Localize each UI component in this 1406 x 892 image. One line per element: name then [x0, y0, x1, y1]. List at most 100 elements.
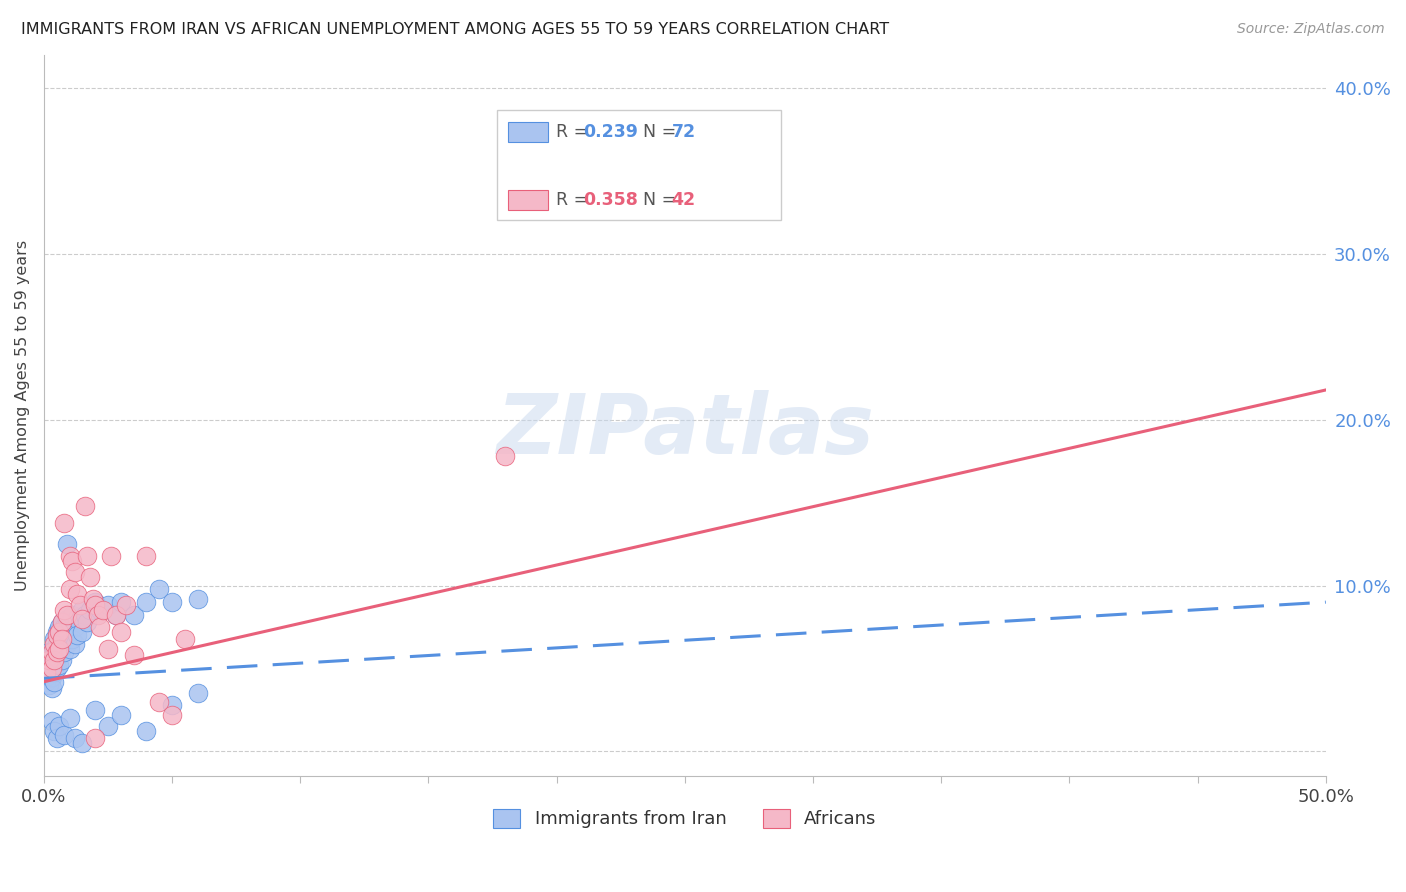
Point — [48, 658, 70, 673]
Point — [91, 603, 114, 617]
Point — [51, 628, 73, 642]
Point — [41, 681, 63, 696]
Point — [45, 645, 67, 659]
Point — [38, 645, 60, 659]
Point — [104, 608, 127, 623]
Point — [38, 678, 60, 692]
Point — [63, 731, 86, 745]
Point — [53, 516, 76, 530]
Point — [122, 608, 145, 623]
Text: 0.239: 0.239 — [583, 123, 638, 141]
Point — [58, 615, 80, 629]
Point — [35, 674, 58, 689]
Point — [187, 591, 209, 606]
Point — [56, 612, 79, 626]
Point — [72, 603, 94, 617]
Point — [160, 698, 183, 712]
Point — [35, 661, 58, 675]
Point — [45, 636, 67, 650]
Point — [79, 603, 101, 617]
Point — [60, 554, 83, 568]
Point — [41, 661, 63, 675]
Point — [58, 549, 80, 563]
Point — [51, 653, 73, 667]
Point — [122, 648, 145, 663]
Point — [41, 648, 63, 663]
Point — [135, 549, 157, 563]
Point — [58, 711, 80, 725]
Point — [135, 595, 157, 609]
Text: R =: R = — [557, 123, 593, 141]
Point — [48, 641, 70, 656]
Point — [41, 670, 63, 684]
Point — [148, 695, 170, 709]
Point — [87, 608, 110, 623]
Point — [48, 645, 70, 659]
Point — [38, 653, 60, 667]
Point — [97, 641, 120, 656]
Point — [41, 645, 63, 659]
Point — [97, 719, 120, 733]
Point — [72, 624, 94, 639]
Point — [51, 615, 73, 629]
Point — [63, 566, 86, 580]
Text: IMMIGRANTS FROM IRAN VS AFRICAN UNEMPLOYMENT AMONG AGES 55 TO 59 YEARS CORRELATI: IMMIGRANTS FROM IRAN VS AFRICAN UNEMPLOY… — [21, 22, 889, 37]
Point — [41, 714, 63, 729]
Point — [56, 608, 79, 623]
Point — [45, 661, 67, 675]
Point — [41, 658, 63, 673]
Point — [44, 665, 66, 679]
Text: ZIPatlas: ZIPatlas — [496, 390, 873, 471]
Point — [53, 645, 76, 659]
Legend: Immigrants from Iran, Africans: Immigrants from Iran, Africans — [486, 802, 884, 836]
Point — [51, 641, 73, 656]
Point — [35, 670, 58, 684]
Point — [110, 624, 132, 639]
Point — [63, 620, 86, 634]
Point — [73, 499, 96, 513]
Point — [35, 665, 58, 679]
Text: R =: R = — [557, 191, 593, 209]
Point — [48, 719, 70, 733]
Point — [174, 632, 197, 646]
Point — [494, 450, 516, 464]
Point — [45, 648, 67, 663]
Point — [187, 686, 209, 700]
Point — [135, 724, 157, 739]
Text: 0.358: 0.358 — [583, 191, 638, 209]
Point — [45, 731, 67, 745]
Text: Source: ZipAtlas.com: Source: ZipAtlas.com — [1237, 22, 1385, 37]
Point — [79, 570, 101, 584]
Point — [53, 728, 76, 742]
Point — [56, 537, 79, 551]
Point — [58, 641, 80, 656]
Point — [56, 636, 79, 650]
Point — [72, 612, 94, 626]
Text: 42: 42 — [672, 191, 696, 209]
Point — [66, 628, 89, 642]
Point — [110, 707, 132, 722]
Point — [58, 582, 80, 596]
Point — [44, 632, 66, 646]
Point — [38, 653, 60, 667]
Point — [72, 736, 94, 750]
Point — [44, 636, 66, 650]
Y-axis label: Unemployment Among Ages 55 to 59 years: Unemployment Among Ages 55 to 59 years — [15, 240, 30, 591]
Text: 72: 72 — [672, 123, 696, 141]
Point — [38, 665, 60, 679]
Point — [69, 599, 91, 613]
Point — [60, 608, 83, 623]
Point — [44, 724, 66, 739]
Point — [97, 599, 120, 613]
Point — [84, 595, 107, 609]
Point — [48, 620, 70, 634]
Point — [48, 632, 70, 646]
Point — [148, 582, 170, 596]
Point — [60, 632, 83, 646]
Point — [66, 612, 89, 626]
Point — [45, 628, 67, 642]
Point — [51, 632, 73, 646]
Point — [84, 599, 107, 613]
Point — [48, 624, 70, 639]
Point — [66, 587, 89, 601]
